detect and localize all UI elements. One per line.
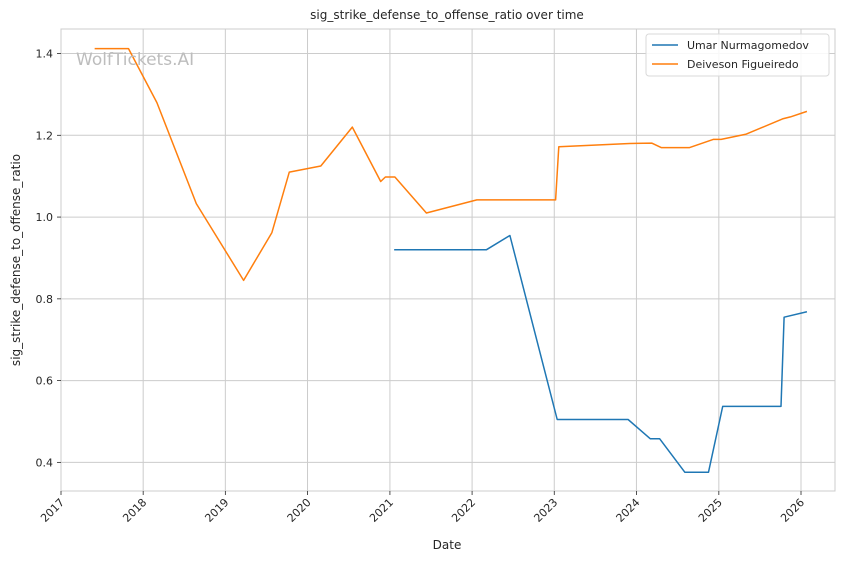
legend-label: Deiveson Figueiredo xyxy=(687,58,799,71)
legend-box xyxy=(645,33,830,77)
y-tick-label: 1.4 xyxy=(36,48,54,61)
series-line-2 xyxy=(94,47,808,282)
legend: Umar Nurmagomedov Deiveson Figueiredo xyxy=(645,33,830,77)
y-axis-label: sig_strike_defense_to_offense_ratio xyxy=(9,154,23,366)
watermark-text: WolfTickets.AI xyxy=(76,50,194,70)
series-lines xyxy=(94,47,808,473)
legend-label: Umar Nurmagomedov xyxy=(687,39,809,52)
y-tick-label: 0.8 xyxy=(36,293,54,306)
plot-area xyxy=(60,28,836,492)
y-tick-label: 0.6 xyxy=(36,375,54,388)
plot-frame xyxy=(60,28,836,492)
y-axis-ticks: 0.4 0.6 0.8 1.0 1.2 1.4 xyxy=(36,48,61,469)
series-line-1 xyxy=(394,234,808,473)
y-tick-label: 0.4 xyxy=(36,456,54,469)
chart-title: sig_strike_defense_to_offense_ratio over… xyxy=(310,8,584,22)
y-tick-label: 1.0 xyxy=(36,211,54,224)
gridlines xyxy=(60,29,835,491)
x-axis-label: Date xyxy=(433,538,462,552)
y-tick-label: 1.2 xyxy=(36,129,54,142)
